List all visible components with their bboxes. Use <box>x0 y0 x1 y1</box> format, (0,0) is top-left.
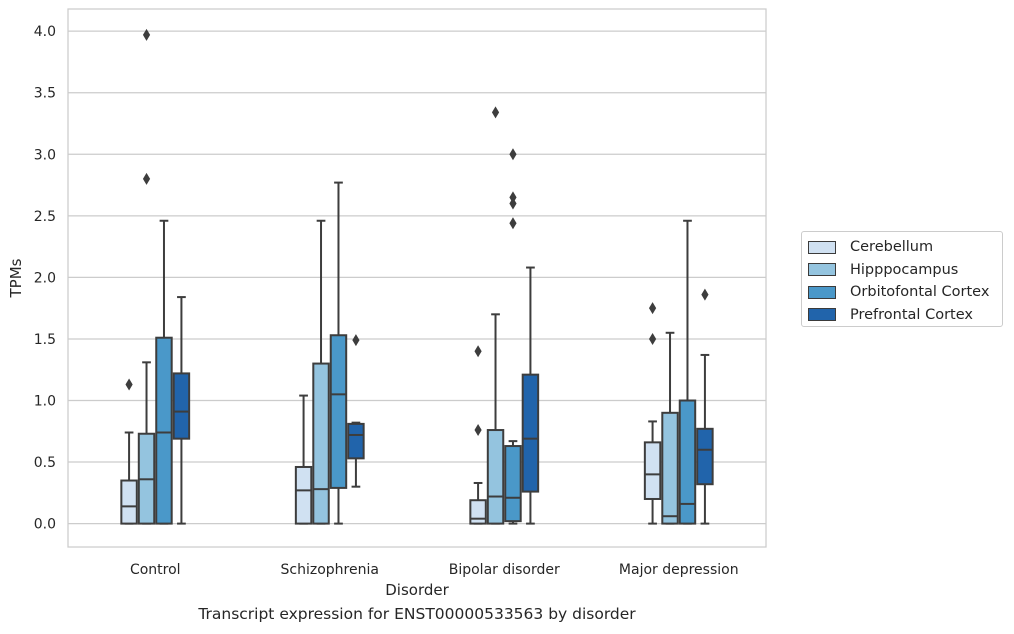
box-hipppocampus <box>661 331 679 525</box>
y-tick-label: 0.5 <box>34 455 56 471</box>
box-body <box>469 499 487 525</box>
x-tick-labels: Control Schizophrenia Bipolar disorder Majo… <box>130 562 739 578</box>
plot-frame <box>67 8 767 548</box>
box-body <box>347 422 365 460</box>
x-tick-label: Schizophrenia <box>281 562 379 578</box>
legend-label: Orbitofontal Cortex <box>850 284 990 301</box>
legend-item: Prefrontal Cortex <box>808 304 1002 327</box>
box-body <box>486 429 505 525</box>
box-body <box>696 427 714 486</box>
y-tick-label: 3.0 <box>34 147 56 163</box>
outlier-point <box>352 334 360 347</box>
box-prefrontal-cortex <box>521 266 540 525</box>
box-prefrontal-cortex <box>172 296 191 525</box>
legend-swatch <box>808 308 836 322</box>
box-orbitofontal-cortex <box>155 219 173 525</box>
box-body <box>172 372 191 440</box>
legend-swatch <box>808 240 836 254</box>
box-cerebellum <box>294 394 313 525</box>
box-prefrontal-cortex <box>696 288 714 525</box>
outlier-point <box>474 345 482 358</box>
box-prefrontal-cortex <box>347 334 365 488</box>
y-tick-labels: 0.0 0.5 1.0 1.5 2.0 2.5 3.0 3.5 4.0 <box>34 24 56 532</box>
legend: Cerebellum Hipppocampus Orbitofontal Corte… <box>801 231 1003 327</box>
legend-swatch <box>808 285 836 299</box>
legend-label: Hipppocampus <box>850 261 959 278</box>
legend-item: Cerebellum <box>808 236 1002 259</box>
y-tick-label: 4.0 <box>34 24 56 40</box>
box-body <box>678 399 697 525</box>
box-body <box>521 373 540 493</box>
y-tick-label: 1.5 <box>34 332 56 348</box>
box-body <box>120 479 138 525</box>
outlier-point <box>474 424 482 437</box>
legend-item: Orbitofontal Cortex <box>808 281 1002 304</box>
legend-label: Cerebellum <box>850 239 934 256</box>
legend-label: Prefrontal Cortex <box>850 306 973 323</box>
box-orbitofontal-cortex <box>329 181 348 525</box>
box-body <box>504 445 522 523</box>
box-body <box>643 441 662 500</box>
x-tick-label: Major depression <box>619 562 739 578</box>
y-tick-label: 2.0 <box>34 270 56 286</box>
outlier-point <box>509 217 517 230</box>
x-tick-label: Control <box>130 562 181 578</box>
chart-caption: Transcript expression for ENST0000053356… <box>198 605 636 623</box>
outlier-point <box>509 197 517 210</box>
outlier-point <box>509 191 517 204</box>
outlier-point <box>648 332 657 345</box>
outlier-point <box>125 378 133 391</box>
box-hipppocampus <box>486 106 505 525</box>
legend-item: Hipppocampus <box>808 259 1002 282</box>
outlier-point <box>509 148 517 161</box>
box-orbitofontal-cortex <box>678 219 697 525</box>
y-tick-label: 1.0 <box>34 393 56 409</box>
outlier-point <box>142 172 151 185</box>
outlier-point <box>491 106 500 119</box>
x-axis-label: Disorder <box>385 581 449 599</box>
box-body <box>312 362 330 525</box>
box-cerebellum <box>469 345 487 525</box>
box-body <box>329 334 348 489</box>
box-hipppocampus <box>137 28 156 525</box>
outlier-point <box>648 302 657 315</box>
x-tick-label: Bipolar disorder <box>449 562 560 578</box>
outlier-point <box>701 288 709 301</box>
box-body <box>294 465 313 525</box>
box-cerebellum <box>120 378 138 525</box>
box-body <box>155 336 173 525</box>
box-body <box>661 411 679 525</box>
y-tick-label: 0.0 <box>34 517 56 533</box>
y-axis-label: TPMs <box>7 258 25 298</box>
box-hipppocampus <box>312 219 330 525</box>
outlier-point <box>142 28 151 41</box>
boxes <box>120 28 714 525</box>
box-orbitofontal-cortex <box>504 148 522 525</box>
y-tick-label: 2.5 <box>34 209 56 225</box>
box-cerebellum <box>643 302 662 525</box>
y-tick-label: 3.5 <box>34 86 56 102</box>
legend-swatch <box>808 263 836 277</box>
